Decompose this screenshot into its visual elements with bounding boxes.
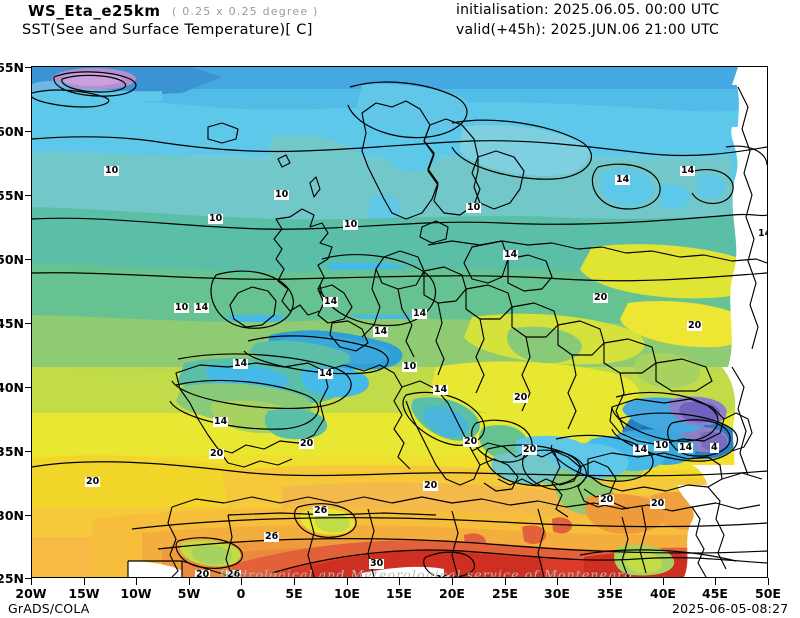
x-tick-5: 5E — [285, 586, 303, 601]
x-tick-7: 15E — [386, 586, 412, 601]
y-tick-5: 40N — [0, 380, 24, 395]
contour-label: 10 — [343, 219, 359, 230]
x-tick-10: 30E — [544, 586, 570, 601]
sst-field — [32, 67, 767, 577]
contour-label: 20 — [522, 444, 538, 455]
contour-label: 30 — [369, 558, 385, 569]
x-tick-0: 20W — [15, 586, 47, 601]
y-tick-0: 65N — [0, 60, 24, 75]
contour-label: 14 — [412, 308, 428, 319]
contour-label: 20 — [513, 392, 529, 403]
contour-label: 26 — [434, 575, 450, 577]
y-tick-8: 25N — [0, 571, 24, 586]
render-timestamp: 2025-06-05-08:27 — [672, 601, 789, 616]
contour-label: 4 — [710, 442, 719, 453]
contour-label: 14 — [615, 174, 631, 185]
sst-map-plot[interactable]: Hydrological and Meteorological service … — [31, 66, 768, 578]
x-tick-8: 20E — [439, 586, 465, 601]
contour-label: 20 — [85, 476, 101, 487]
y-tick-7: 30N — [0, 508, 24, 523]
y-tick-6: 35N — [0, 444, 24, 459]
contour-label: 14 — [194, 302, 210, 313]
contour-label: 26 — [313, 505, 329, 516]
contour-label: 14 — [503, 249, 519, 260]
x-tick-11: 35E — [597, 586, 623, 601]
contour-label: 20 — [423, 480, 439, 491]
contour-label: 10 — [466, 202, 482, 213]
x-tick-9: 25E — [492, 586, 518, 601]
contour-label: 10 — [274, 189, 290, 200]
contour-label: 14 — [213, 416, 229, 427]
y-tick-3: 50N — [0, 252, 24, 267]
x-tick-12: 40E — [650, 586, 676, 601]
model-title: WS_Eta_e25km — [28, 2, 161, 20]
contour-label: 20 — [463, 436, 479, 447]
x-tick-13: 45E — [702, 586, 728, 601]
model-resolution: ( 0.25 x 0.25 degree ) — [172, 5, 319, 18]
contour-label: 20 — [650, 498, 666, 509]
x-tick-4: 0 — [236, 586, 246, 601]
contour-label: 14 — [233, 358, 249, 369]
contour-label: 10 — [654, 440, 670, 451]
contour-label: 14 — [318, 368, 334, 379]
contour-label: 20 — [593, 292, 609, 303]
contour-label: 14 — [633, 444, 649, 455]
contour-label: 20 — [195, 569, 211, 578]
contour-label: 14 — [433, 384, 449, 395]
contour-label: 10 — [208, 213, 224, 224]
contour-label: 14 — [323, 296, 339, 307]
contour-label: 10 — [104, 165, 120, 176]
x-tick-1: 15W — [68, 586, 100, 601]
contour-label: 14 — [680, 165, 696, 176]
contour-label: 20 — [599, 494, 615, 505]
contour-label: 10 — [402, 361, 418, 372]
contour-label: 14 — [678, 442, 694, 453]
y-tick-4: 45N — [0, 316, 24, 331]
chart-header: WS_Eta_e25km ( 0.25 x 0.25 degree ) SST(… — [0, 0, 800, 44]
contour-label: 20 — [209, 448, 225, 459]
variable-title: SST(See and Surface Temperature)[ C] — [22, 22, 313, 38]
initialisation-time: initialisation: 2025.06.05. 00:00 UTC — [456, 2, 720, 18]
x-tick-14: 50E — [755, 586, 781, 601]
contour-label: 26 — [264, 531, 280, 542]
x-tick-3: 5W — [177, 586, 201, 601]
y-tick-2: 55N — [0, 188, 24, 203]
producer-label: GrADS/COLA — [8, 601, 90, 616]
contour-label: 14 — [757, 229, 767, 239]
x-tick-2: 10W — [120, 586, 152, 601]
x-tick-6: 10E — [334, 586, 360, 601]
contour-label: 14 — [373, 326, 389, 337]
contour-label: 10 — [174, 302, 190, 313]
valid-time: valid(+45h): 2025.JUN.06 21:00 UTC — [456, 22, 720, 38]
y-tick-1: 60N — [0, 124, 24, 139]
contour-label: 26 — [226, 569, 242, 578]
contour-label: 20 — [299, 438, 315, 449]
contour-label: 20 — [687, 320, 703, 331]
